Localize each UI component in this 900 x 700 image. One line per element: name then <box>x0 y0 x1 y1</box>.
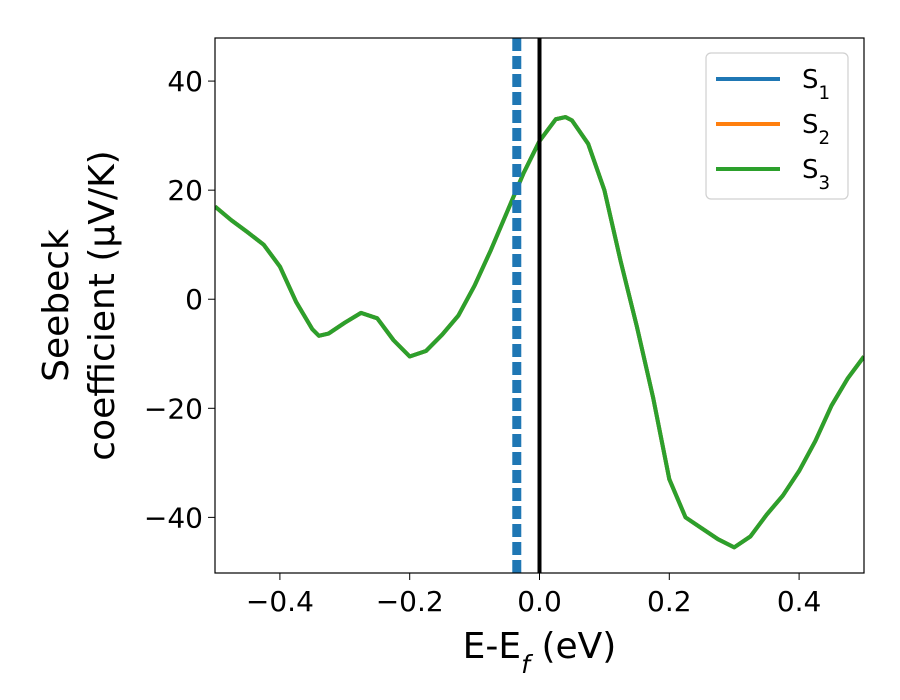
x-tick-label: −0.4 <box>246 585 314 618</box>
y-tick-label: 0 <box>185 283 203 316</box>
x-tick-label: 0.4 <box>777 585 822 618</box>
legend-label: S2 <box>802 110 830 149</box>
y-axis-label: coefficient (μV/K) <box>82 150 123 460</box>
y-axis-label: Seebeck <box>36 229 77 382</box>
y-tick-label: 20 <box>167 174 203 207</box>
legend-label: S1 <box>802 65 830 104</box>
x-axis-label: E-Ef (eV) <box>463 626 617 679</box>
x-tick-label: 0.0 <box>517 585 562 618</box>
y-tick-label: −40 <box>144 501 203 534</box>
y-tick-label: 40 <box>167 65 203 98</box>
x-tick-label: −0.2 <box>376 585 444 618</box>
legend-label: S3 <box>802 155 830 194</box>
x-tick-label: 0.2 <box>647 585 692 618</box>
y-tick-label: −20 <box>144 392 203 425</box>
plot-frame <box>214 37 865 574</box>
